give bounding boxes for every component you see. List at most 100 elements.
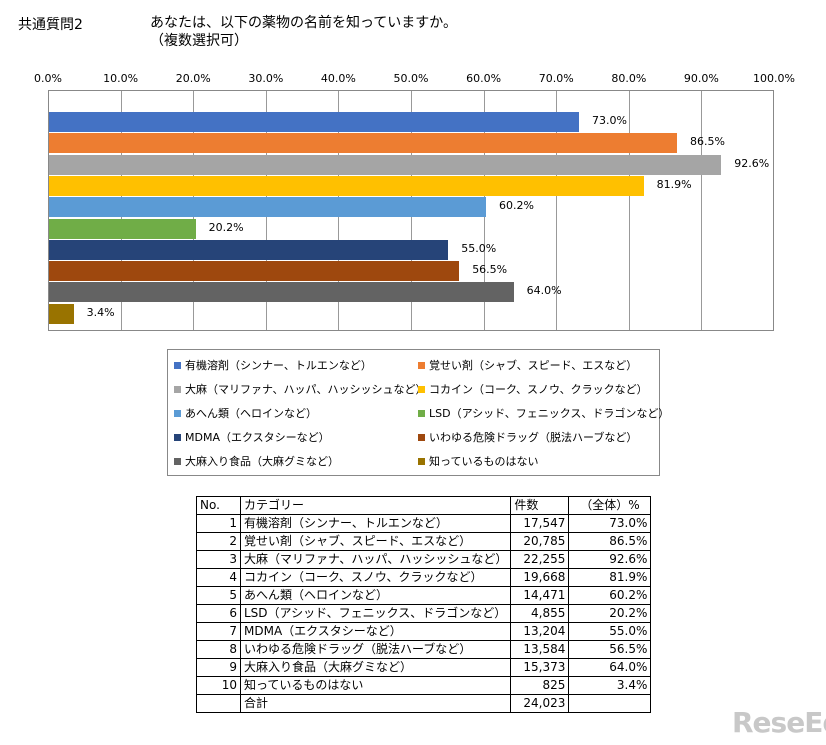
x-tick-label: 90.0% [683, 72, 719, 85]
legend-swatch [418, 385, 425, 393]
bar-7 [49, 239, 449, 260]
question-text-block: あなたは、以下の薬物の名前を知っていますか。 （複数選択可） [150, 14, 457, 50]
bar-value-label: 64.0% [526, 284, 562, 298]
legend-swatch [174, 385, 181, 393]
legend-swatch [174, 433, 181, 441]
legend-swatch [418, 433, 425, 441]
row-no: 1 [196, 514, 241, 533]
table-total-row: 合計 24,023 [196, 694, 652, 713]
row-category: コカイン（コーク、スノウ、クラックなど） [239, 568, 512, 587]
x-tick-label: 40.0% [320, 72, 356, 85]
legend-swatch [174, 409, 181, 417]
bar-value-label: 86.5% [689, 135, 725, 149]
header-category: カテゴリー [239, 496, 512, 515]
legend: 有機溶剤（シンナー、トルエンなど） 覚せい剤（シャブ、スピード、エスなど） 大麻（マ… [167, 349, 669, 476]
question-label: 共通質問2 [18, 17, 83, 33]
bar-8 [49, 261, 460, 282]
row-count: 20,785 [510, 532, 570, 551]
header-no: No. [196, 496, 241, 515]
bar-2 [49, 133, 677, 154]
bar-10 [49, 303, 74, 324]
row-count: 13,584 [510, 640, 570, 659]
row-no: 6 [196, 604, 241, 623]
row-no: 4 [196, 568, 241, 587]
table-row: 1 有機溶剤（シンナー、トルエンなど） 17,547 73.0% [196, 514, 652, 533]
table-row: 5 あへん類（ヘロインなど） 14,471 60.2% [196, 586, 652, 605]
x-tick-label: 50.0% [393, 72, 429, 85]
bar-5 [49, 197, 487, 218]
table-row: 6 LSD（アシッド、フェニックス、ドラゴンなど） 4,855 20.2% [196, 604, 652, 623]
header-percent: （全体）% [568, 496, 652, 515]
row-category: 大麻入り食品（大麻グミなど） [239, 658, 512, 677]
bar-value-label: 56.5% [472, 263, 508, 277]
row-no: 3 [196, 550, 241, 569]
row-no: 8 [196, 640, 241, 659]
legend-item: MDMA（エクスタシーなど） [174, 429, 330, 445]
legend-item: 大麻（マリファナ、ハッパ、ハッシッシュなど） [174, 381, 426, 397]
row-count: 15,373 [510, 658, 570, 677]
question-text: あなたは、以下の薬物の名前を知っていますか。 [150, 15, 458, 31]
legend-label: コカイン（コーク、スノウ、クラックなど） [429, 383, 648, 396]
row-count: 4,855 [510, 604, 570, 623]
legend-item: 大麻入り食品（大麻グミなど） [174, 453, 339, 469]
row-percent: 20.2% [568, 604, 652, 623]
legend-item: あへん類（ヘロインなど） [174, 405, 317, 421]
bar-4 [49, 175, 644, 196]
table-row: 4 コカイン（コーク、スノウ、クラックなど） 19,668 81.9% [196, 568, 652, 587]
legend-label: 大麻（マリファナ、ハッパ、ハッシッシュなど） [185, 383, 427, 396]
question-subtext: （複数選択可） [150, 33, 248, 49]
legend-item: コカイン（コーク、スノウ、クラックなど） [418, 381, 648, 397]
row-percent: 92.6% [568, 550, 652, 569]
row-category: 有機溶剤（シンナー、トルエンなど） [239, 514, 512, 533]
legend-label: MDMA（エクスタシーなど） [185, 431, 330, 444]
row-no: 5 [196, 586, 241, 605]
table-header-row: No. カテゴリー 件数 （全体）% [196, 496, 652, 515]
bar-value-label: 55.0% [461, 241, 497, 255]
x-tick-label: 80.0% [611, 72, 647, 85]
row-no: 10 [196, 676, 241, 695]
row-category: LSD（アシッド、フェニックス、ドラゴンなど） [239, 604, 512, 623]
row-category: MDMA（エクスタシーなど） [239, 622, 512, 641]
table-row: 7 MDMA（エクスタシーなど） 13,204 55.0% [196, 622, 652, 641]
row-count: 17,547 [510, 514, 570, 533]
bar-3 [49, 154, 722, 175]
header-count: 件数 [510, 496, 570, 515]
row-count: 14,471 [510, 586, 570, 605]
legend-swatch [174, 361, 181, 369]
x-tick-label: 60.0% [466, 72, 502, 85]
row-category: あへん類（ヘロインなど） [239, 586, 512, 605]
row-category: 大麻（マリファナ、ハッパ、ハッシッシュなど） [239, 550, 512, 569]
row-count: 19,668 [510, 568, 570, 587]
bar-value-label: 60.2% [499, 199, 534, 213]
row-category: 覚せい剤（シャブ、スピード、エスなど） [239, 532, 512, 551]
total-label: 合計 [239, 694, 512, 713]
legend-label: LSD（アシッド、フェニックス、ドラゴンなど） [429, 407, 670, 420]
row-percent: 73.0% [568, 514, 652, 533]
plot-area [48, 90, 774, 331]
x-tick-label: 10.0% [103, 72, 139, 85]
x-tick-label: 0.0% [34, 72, 62, 85]
gridline [628, 91, 630, 330]
table-row: 9 大麻入り食品（大麻グミなど） 15,373 64.0% [196, 658, 652, 677]
legend-item: 覚せい剤（シャブ、スピード、エスなど） [418, 357, 637, 373]
legend-swatch [418, 361, 425, 369]
legend-label: あへん類（ヘロインなど） [185, 407, 317, 420]
legend-label: いわゆる危険ドラッグ（脱法ハーブなど） [429, 431, 638, 444]
legend-swatch [174, 457, 181, 465]
data-table: No. カテゴリー 件数 （全体）% 1 有機溶剤（シンナー、トルエンなど） 17,… [196, 496, 652, 713]
row-percent: 55.0% [568, 622, 652, 641]
bar-value-label: 73.0% [591, 114, 627, 127]
row-percent: 81.9% [568, 568, 652, 587]
legend-label: 覚せい剤（シャブ、スピード、エスなど） [429, 359, 638, 372]
row-percent: 64.0% [568, 658, 652, 677]
row-percent: 3.4% [568, 676, 652, 695]
row-percent: 56.5% [568, 640, 652, 659]
bar-1 [49, 112, 579, 132]
row-no: 7 [196, 622, 241, 641]
legend-item: いわゆる危険ドラッグ（脱法ハーブなど） [418, 429, 637, 445]
table-row: 10 知っているものはない 825 3.4% [196, 676, 652, 695]
watermark-logo: ReseEd [732, 706, 826, 739]
bar-9 [49, 282, 514, 303]
row-category: 知っているものはない [239, 676, 512, 695]
bar-value-label: 3.4% [86, 305, 115, 319]
